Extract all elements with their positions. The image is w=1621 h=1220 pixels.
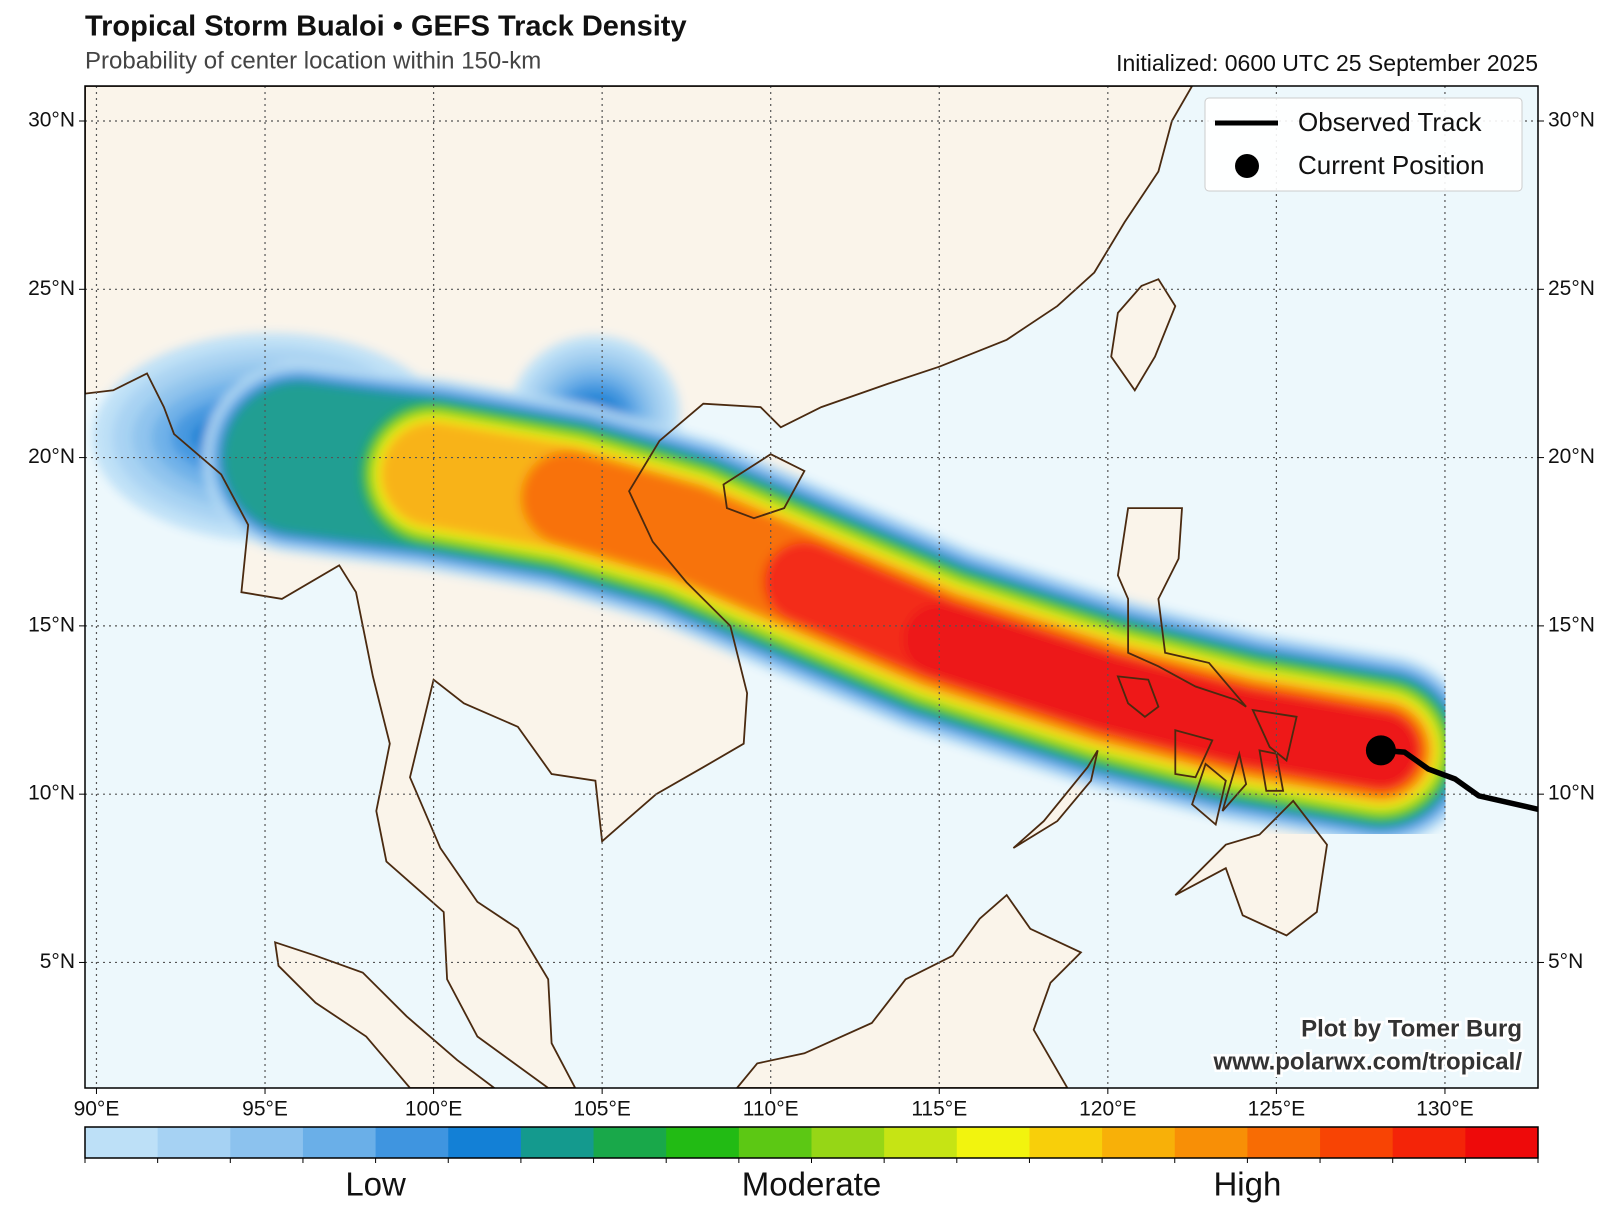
coastline: [1174, 799, 1328, 937]
density-band: [903, 603, 1417, 787]
colorbar-cell: [85, 1127, 159, 1158]
colorbar-label: High: [1213, 1166, 1281, 1203]
map-frame: [84, 85, 1539, 1089]
x-tick-label: 105°E: [573, 1098, 630, 1121]
y-tick-label: 10°N: [1548, 782, 1595, 805]
init-time: Initialized: 0600 UTC 25 September 2025: [1116, 50, 1538, 76]
colorbar-cell: [956, 1127, 1030, 1158]
credit-line: Plot by Tomer Burg: [1301, 1015, 1522, 1042]
colorbar-cell: [1320, 1127, 1394, 1158]
map-area: [85, 86, 1538, 1088]
legend-dot-swatch: [1235, 154, 1259, 178]
coastline: [1116, 507, 1247, 708]
legend-label: Observed Track: [1298, 107, 1483, 137]
observed-track: [1380, 747, 1538, 812]
y-tick-label: 10°N: [28, 782, 75, 805]
colorbar-cell: [448, 1127, 522, 1158]
coastline: [1116, 675, 1160, 718]
legend-label: Current Position: [1298, 150, 1484, 180]
colorbar-cell: [1029, 1127, 1103, 1158]
colorbar-cell: [593, 1127, 667, 1158]
colorbar-cell: [884, 1127, 958, 1158]
colorbar-label: Low: [345, 1166, 406, 1203]
y-tick-label: 30°N: [28, 109, 75, 132]
coastline: [1191, 762, 1227, 827]
coastline: [735, 893, 1083, 1088]
coastline: [1258, 749, 1285, 792]
colorbar-cell: [302, 1127, 377, 1158]
y-tick-label: 25°N: [28, 277, 75, 300]
colorbar-cell: [1392, 1127, 1466, 1158]
colorbar-label: Moderate: [742, 1166, 881, 1203]
y-tick-label: 15°N: [1548, 613, 1595, 636]
colorbar-cell: [1247, 1127, 1321, 1158]
y-tick-label: 20°N: [28, 445, 75, 468]
y-tick-label: 5°N: [40, 950, 75, 973]
coastline: [85, 86, 1194, 1088]
legend: Observed Track Current Position: [1204, 97, 1523, 192]
coastline: [1221, 750, 1248, 812]
x-tick-label: 125°E: [1248, 1098, 1305, 1121]
colorbar-cell: [1174, 1127, 1248, 1158]
x-tick-label: 100°E: [405, 1098, 462, 1121]
y-tick-label: 25°N: [1548, 277, 1595, 300]
x-tick-label: 110°E: [743, 1098, 799, 1121]
x-tick-label: 90°E: [74, 1098, 120, 1121]
credit: Plot by Tomer Burg www.polarwx.com/tropi…: [1210, 1013, 1525, 1078]
coastline: [1110, 278, 1177, 392]
y-tick-label: 15°N: [28, 613, 75, 636]
colorbar-cell: [230, 1127, 304, 1158]
legend-box: [1204, 97, 1523, 192]
land: [1175, 800, 1327, 936]
y-tick-label: 30°N: [1548, 109, 1595, 132]
coastline: [1251, 708, 1298, 763]
colorbar-cell: [666, 1127, 740, 1158]
title: Tropical Storm Bualoi • GEFS Track Densi…: [85, 11, 687, 43]
y-tick-label: 5°N: [1548, 950, 1583, 973]
x-tick-label: 120°E: [1079, 1098, 1136, 1121]
coastline: [274, 940, 496, 1088]
land: [1111, 279, 1176, 391]
colorbar-cell: [520, 1127, 595, 1158]
colorbar-cell: [811, 1127, 885, 1158]
subtitle: Probability of center location within 15…: [85, 47, 541, 74]
current-position: [1365, 735, 1396, 766]
x-tick-label: 130°E: [1416, 1098, 1473, 1121]
land: [275, 942, 495, 1088]
colorbar-cell: [738, 1127, 812, 1158]
coastline: [722, 453, 806, 520]
x-tick-label: 95°E: [242, 1098, 288, 1121]
land: [737, 895, 1081, 1088]
y-tick-label: 20°N: [1548, 445, 1595, 468]
density-plume: [92, 333, 1476, 846]
credit-line: www.polarwx.com/tropical/: [1212, 1048, 1522, 1075]
colorbar-cell: [1465, 1127, 1539, 1158]
coastline: [1174, 729, 1214, 779]
coastline: [1012, 749, 1099, 849]
x-tick-label: 115°E: [911, 1098, 967, 1121]
colorbar-cell: [375, 1127, 449, 1158]
colorbar-cell: [157, 1127, 231, 1158]
colorbar-cell: [1102, 1127, 1176, 1158]
